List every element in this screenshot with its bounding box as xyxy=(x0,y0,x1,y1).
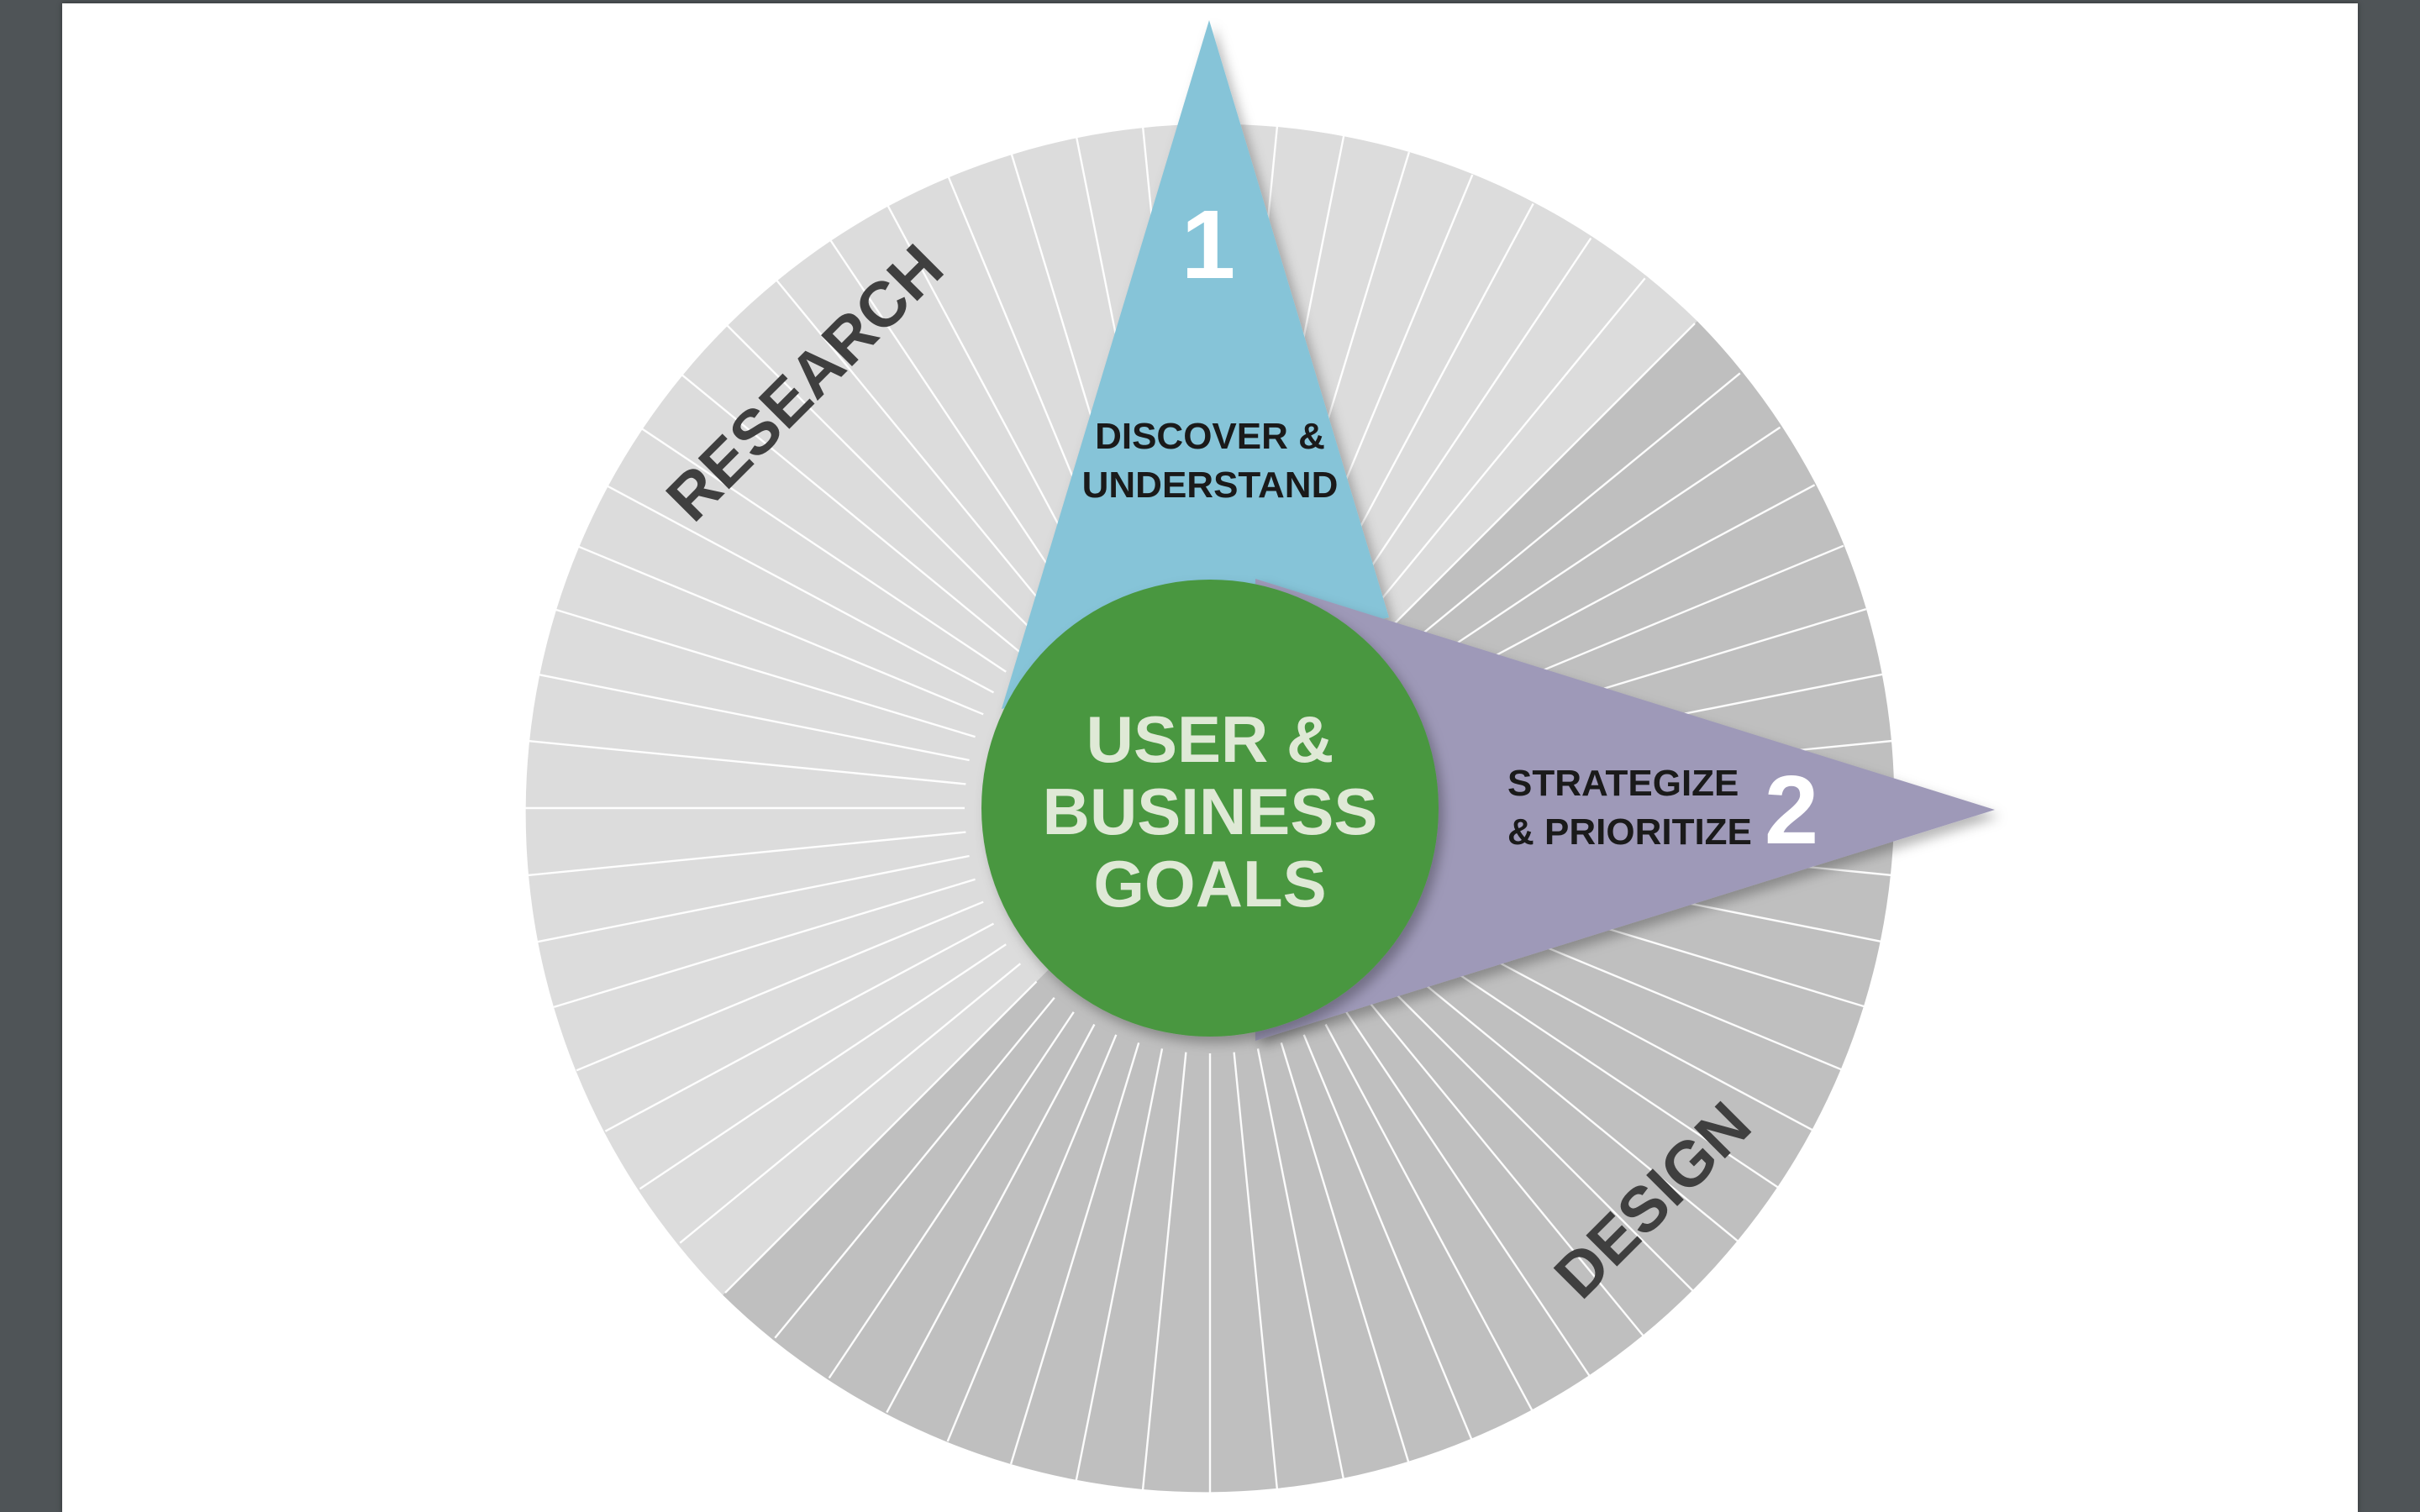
spoke-line xyxy=(537,673,970,762)
spoke-line xyxy=(1345,1011,1592,1379)
spoke-line xyxy=(828,1011,1075,1379)
spoke-line xyxy=(639,943,1007,1190)
spoke-line xyxy=(553,878,976,1009)
wedge-2-label-line-2: & PRIORITIZE xyxy=(1507,811,1752,853)
spoke-line xyxy=(639,426,1007,673)
discover-understand-wedge xyxy=(1002,20,1389,709)
spoke-line xyxy=(724,980,1038,1294)
spoke-line xyxy=(1398,372,1741,654)
spoke-line xyxy=(774,996,1055,1339)
wedge-1-label-line-2: UNDERSTAND xyxy=(1082,465,1339,506)
spoke-line xyxy=(576,900,984,1072)
spoke-line xyxy=(1413,943,1781,1190)
spoke-line xyxy=(1345,237,1592,605)
spoke-line xyxy=(1413,426,1781,673)
spoke-line xyxy=(886,1023,1096,1414)
center-label-line-3: GOALS xyxy=(1093,847,1326,921)
spoke-line xyxy=(1009,1042,1140,1465)
spoke-line xyxy=(1302,1034,1474,1442)
process-wheel-diagram: RESEARCH DESIGN 1 DISCOVER & UNDERSTAND … xyxy=(524,20,1995,1494)
spoke-line xyxy=(553,607,976,738)
wedge-2-number: 2 xyxy=(1765,755,1819,864)
spoke-line xyxy=(537,854,970,943)
spoke-line xyxy=(527,831,966,877)
wedge-1-number: 1 xyxy=(1181,190,1236,299)
spoke-line xyxy=(679,372,1022,654)
spoke-line xyxy=(774,277,1055,620)
center-label-line-1: USER & xyxy=(1086,702,1334,776)
wedge-1-label-line-1: DISCOVER & xyxy=(1095,416,1325,457)
spoke-line xyxy=(679,963,1022,1244)
spoke-line xyxy=(946,1034,1118,1442)
spoke-line xyxy=(604,484,995,694)
spoke-line xyxy=(1256,1048,1345,1481)
spoke-line xyxy=(576,544,984,716)
spoke-line xyxy=(724,323,1038,636)
spoke-line xyxy=(1324,1023,1534,1414)
wedge-2-label-line-1: STRATEGIZE xyxy=(1507,763,1739,804)
spoke-line xyxy=(1365,996,1646,1339)
spoke-line xyxy=(1382,323,1696,636)
spoke-line xyxy=(1141,1052,1187,1491)
document-page: RESEARCH DESIGN 1 DISCOVER & UNDERSTAND … xyxy=(62,3,2358,1512)
spoke-line xyxy=(1398,963,1741,1244)
spoke-line xyxy=(604,922,995,1132)
spoke-line xyxy=(1382,980,1696,1294)
spoke-line xyxy=(1280,1042,1411,1465)
strategize-prioritize-wedge xyxy=(1255,579,1995,1041)
spoke-line xyxy=(1233,1052,1279,1491)
spoke-line xyxy=(828,237,1075,605)
center-circle xyxy=(981,580,1439,1037)
center-label-line-2: BUSINESS xyxy=(1043,774,1378,848)
spoke-line xyxy=(1075,1048,1164,1481)
spoke-line xyxy=(527,739,966,785)
spoke-line xyxy=(1365,277,1646,620)
